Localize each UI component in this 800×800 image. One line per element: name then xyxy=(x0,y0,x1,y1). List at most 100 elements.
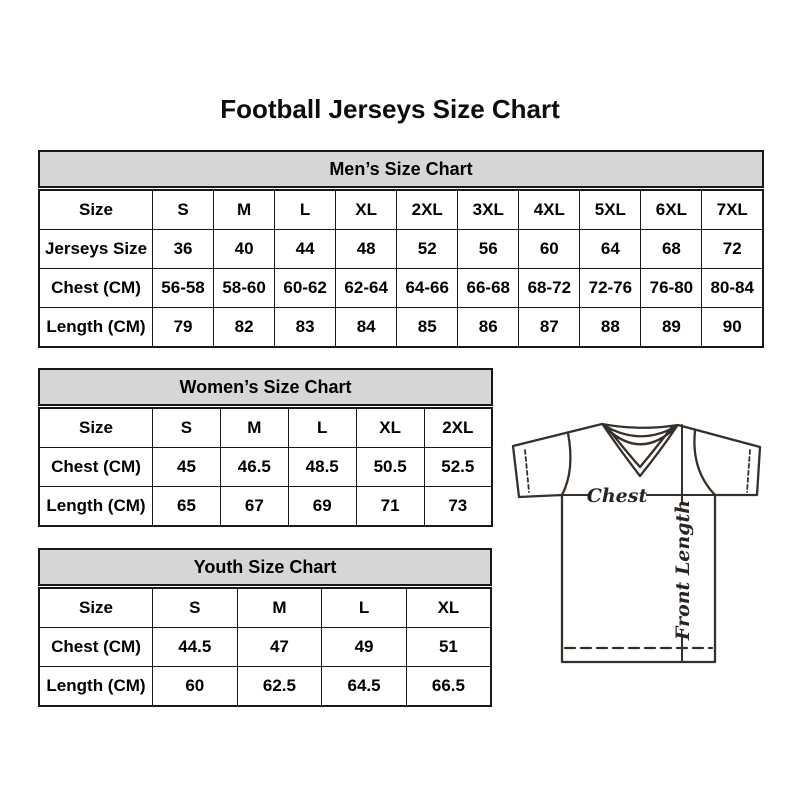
youth-size-table: Youth Size Chart Size S M L XL Chest (CM) 44.5… xyxy=(38,548,492,707)
row-label-cell: Size xyxy=(38,407,153,448)
value-cell: 49 xyxy=(321,627,407,667)
value-cell: M xyxy=(236,587,323,628)
value-cell: 2XL xyxy=(396,189,459,230)
value-cell: 66.5 xyxy=(405,666,492,707)
value-cell: 88 xyxy=(579,307,642,348)
value-cell: M xyxy=(219,407,289,448)
value-cell: 66-68 xyxy=(457,268,520,308)
value-cell: 69 xyxy=(287,486,357,527)
mens-table-grid: Size S M L XL 2XL 3XL 4XL 5XL 6XL 7XL Jerseys Size 3… xyxy=(38,189,764,348)
jersey-outline xyxy=(511,422,762,664)
womens-table-header: Women’s Size Chart xyxy=(38,368,493,406)
right-raglan-seam xyxy=(693,429,717,497)
youth-table-header: Youth Size Chart xyxy=(38,548,492,586)
table-row: Chest (CM) 56-58 58-60 60-62 62-64 64-66 66-68… xyxy=(38,268,764,308)
value-cell: L xyxy=(274,189,337,230)
value-cell: 3XL xyxy=(457,189,520,230)
value-cell: 76-80 xyxy=(640,268,703,308)
jersey-measurement-diagram: Chest Front Length xyxy=(505,412,775,672)
value-cell: 72-76 xyxy=(579,268,642,308)
value-cell: 64.5 xyxy=(321,666,407,707)
value-cell: 60 xyxy=(518,229,581,269)
value-cell: 52.5 xyxy=(423,447,493,487)
value-cell: 60-62 xyxy=(274,268,337,308)
value-cell: 48 xyxy=(335,229,398,269)
vneck-inner-line xyxy=(605,425,674,469)
jersey-diagram-svg: Chest Front Length xyxy=(511,422,762,664)
value-cell: 89 xyxy=(640,307,703,348)
table-row: Length (CM) 60 62.5 64.5 66.5 xyxy=(38,666,492,707)
value-cell: 84 xyxy=(335,307,398,348)
row-label-cell: Chest (CM) xyxy=(38,447,153,487)
value-cell: 68-72 xyxy=(518,268,581,308)
value-cell: 71 xyxy=(355,486,425,527)
mens-table-header: Men’s Size Chart xyxy=(38,150,764,188)
value-cell: 62.5 xyxy=(236,666,323,707)
row-label-cell: Length (CM) xyxy=(38,666,153,707)
value-cell: 72 xyxy=(701,229,764,269)
value-cell: 80-84 xyxy=(701,268,764,308)
value-cell: 51 xyxy=(405,627,492,667)
value-cell: L xyxy=(287,407,357,448)
left-cuff-dashed-line xyxy=(524,449,530,493)
value-cell: 79 xyxy=(151,307,215,348)
row-label-cell: Jerseys Size xyxy=(38,229,153,269)
value-cell: XL xyxy=(405,587,492,628)
vneck-outer-line xyxy=(601,423,679,478)
table-row: Length (CM) 79 82 83 84 85 86 87 88 89 90 xyxy=(38,307,764,348)
right-cuff-dashed-line xyxy=(746,449,751,493)
value-cell: 73 xyxy=(423,486,493,527)
value-cell: 52 xyxy=(396,229,459,269)
front-length-label: Front Length xyxy=(672,500,694,641)
value-cell: 56 xyxy=(457,229,520,269)
value-cell: 6XL xyxy=(640,189,703,230)
value-cell: 44.5 xyxy=(152,627,238,667)
value-cell: XL xyxy=(355,407,425,448)
row-label-cell: Chest (CM) xyxy=(38,268,153,308)
value-cell: 40 xyxy=(213,229,276,269)
chest-label: Chest xyxy=(587,485,648,507)
value-cell: 68 xyxy=(640,229,703,269)
value-cell: 2XL xyxy=(423,407,493,448)
row-label-cell: Length (CM) xyxy=(38,486,153,527)
value-cell: 64-66 xyxy=(396,268,459,308)
youth-table-grid: Size S M L XL Chest (CM) 44.5 47 49 51 Length (CM)… xyxy=(38,587,492,707)
chest-label-backdrop xyxy=(588,484,646,505)
value-cell: 58-60 xyxy=(213,268,276,308)
value-cell: 85 xyxy=(396,307,459,348)
value-cell: 64 xyxy=(579,229,642,269)
value-cell: 87 xyxy=(518,307,581,348)
value-cell: 50.5 xyxy=(355,447,425,487)
value-cell: 46.5 xyxy=(219,447,289,487)
left-raglan-seam xyxy=(560,431,572,497)
table-row: Chest (CM) 45 46.5 48.5 50.5 52.5 xyxy=(38,447,493,487)
value-cell: 62-64 xyxy=(335,268,398,308)
value-cell: 44 xyxy=(274,229,337,269)
value-cell: 4XL xyxy=(518,189,581,230)
value-cell: XL xyxy=(335,189,398,230)
value-cell: 82 xyxy=(213,307,276,348)
front-length-label-backdrop xyxy=(671,505,693,635)
row-label-cell: Chest (CM) xyxy=(38,627,153,667)
value-cell: 83 xyxy=(274,307,337,348)
value-cell: 56-58 xyxy=(151,268,215,308)
value-cell: S xyxy=(152,407,221,448)
table-row: Size S M L XL xyxy=(38,587,492,628)
value-cell: 36 xyxy=(151,229,215,269)
row-label-cell: Size xyxy=(38,189,153,230)
value-cell: S xyxy=(152,587,238,628)
page-title: Football Jerseys Size Chart xyxy=(220,94,560,124)
value-cell: 67 xyxy=(219,486,289,527)
value-cell: S xyxy=(151,189,215,230)
value-cell: M xyxy=(213,189,276,230)
value-cell: 5XL xyxy=(579,189,642,230)
table-row: Jerseys Size 36 40 44 48 52 56 60 64 68 72 xyxy=(38,229,764,269)
value-cell: L xyxy=(321,587,407,628)
table-row: Size S M L XL 2XL xyxy=(38,407,493,448)
value-cell: 90 xyxy=(701,307,764,348)
value-cell: 65 xyxy=(152,486,221,527)
value-cell: 45 xyxy=(152,447,221,487)
value-cell: 47 xyxy=(236,627,323,667)
value-cell: 86 xyxy=(457,307,520,348)
